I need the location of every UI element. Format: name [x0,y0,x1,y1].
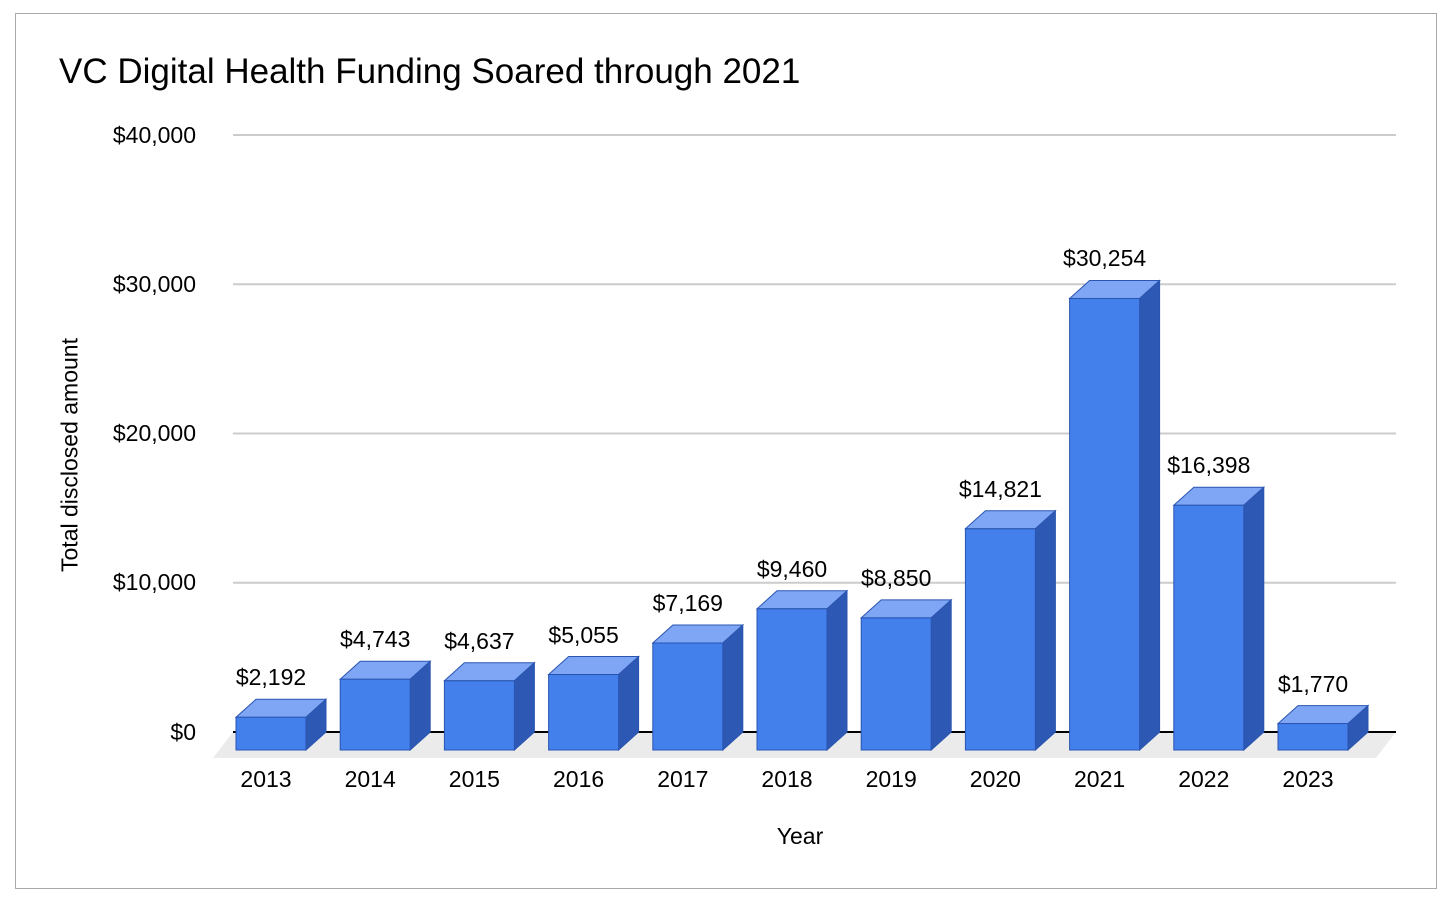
bar-value-label: $2,192 [235,664,307,691]
bar-2013[interactable] [234,698,328,752]
bar-2018[interactable] [755,589,849,752]
bar-front-face [652,642,724,751]
bar-front-face [443,680,515,751]
bar-side-face [930,598,952,752]
x-tick-label: 2023 [1282,766,1334,792]
bar-front-face [964,528,1036,751]
x-axis-title: Year [776,823,824,849]
bar-value-label: $5,055 [548,621,619,648]
x-tick-label: 2020 [969,766,1021,792]
x-tick-label: 2017 [657,766,709,792]
y-tick-label: $20,000 [112,420,196,446]
bar-front-face [235,716,307,751]
bar-front-face [860,617,932,751]
bar-side-face [1243,486,1265,752]
bar-front-face [1173,504,1245,751]
y-tick-label: $30,000 [112,270,196,297]
x-tick-label: 2015 [448,766,500,792]
bar-2023[interactable] [1276,704,1370,752]
bar-side-face [826,589,848,752]
bar-2019[interactable] [859,598,953,752]
y-tick-label: $40,000 [112,121,196,148]
bar-value-label: $8,850 [861,564,932,591]
bar-side-face [1139,279,1161,752]
x-tick-label: 2016 [553,766,605,792]
x-tick-label: 2021 [1074,766,1126,792]
bar-front-face [1069,297,1141,751]
bar-front-face [548,674,620,751]
bar-side-face [722,623,744,752]
bar-2021[interactable] [1068,279,1161,752]
bar-front-face [1277,723,1349,751]
y-tick-label: $10,000 [112,569,196,596]
bar-value-label: $4,637 [444,627,515,654]
bar-side-face [1034,509,1056,752]
bar-2017[interactable] [651,623,745,752]
bar-2020[interactable] [964,509,1057,752]
bar-front-face [339,678,411,751]
bar-value-label: $30,254 [1063,245,1147,272]
bar-value-label: $1,770 [1277,670,1349,697]
bar-front-face [756,608,828,751]
x-tick-label: 2013 [240,766,292,792]
bar-value-label: $9,460 [756,555,828,582]
bar-value-label: $16,398 [1167,452,1251,479]
chart-title: VC Digital Health Funding Soared through… [59,52,801,91]
x-tick-label: 2018 [761,766,813,792]
x-tick-label: 2014 [344,766,396,792]
x-tick-label: 2019 [865,766,917,792]
bar-value-label: $7,169 [652,590,723,616]
bar-2022[interactable] [1172,486,1266,752]
bar-2015[interactable] [443,661,536,752]
x-tick-label: 2022 [1178,766,1230,792]
y-tick-label: $0 [170,718,196,745]
bar-2014[interactable] [338,660,432,752]
bar-2016[interactable] [547,655,640,752]
bar-value-label: $4,743 [340,626,411,653]
bar-value-label: $14,821 [958,475,1042,502]
